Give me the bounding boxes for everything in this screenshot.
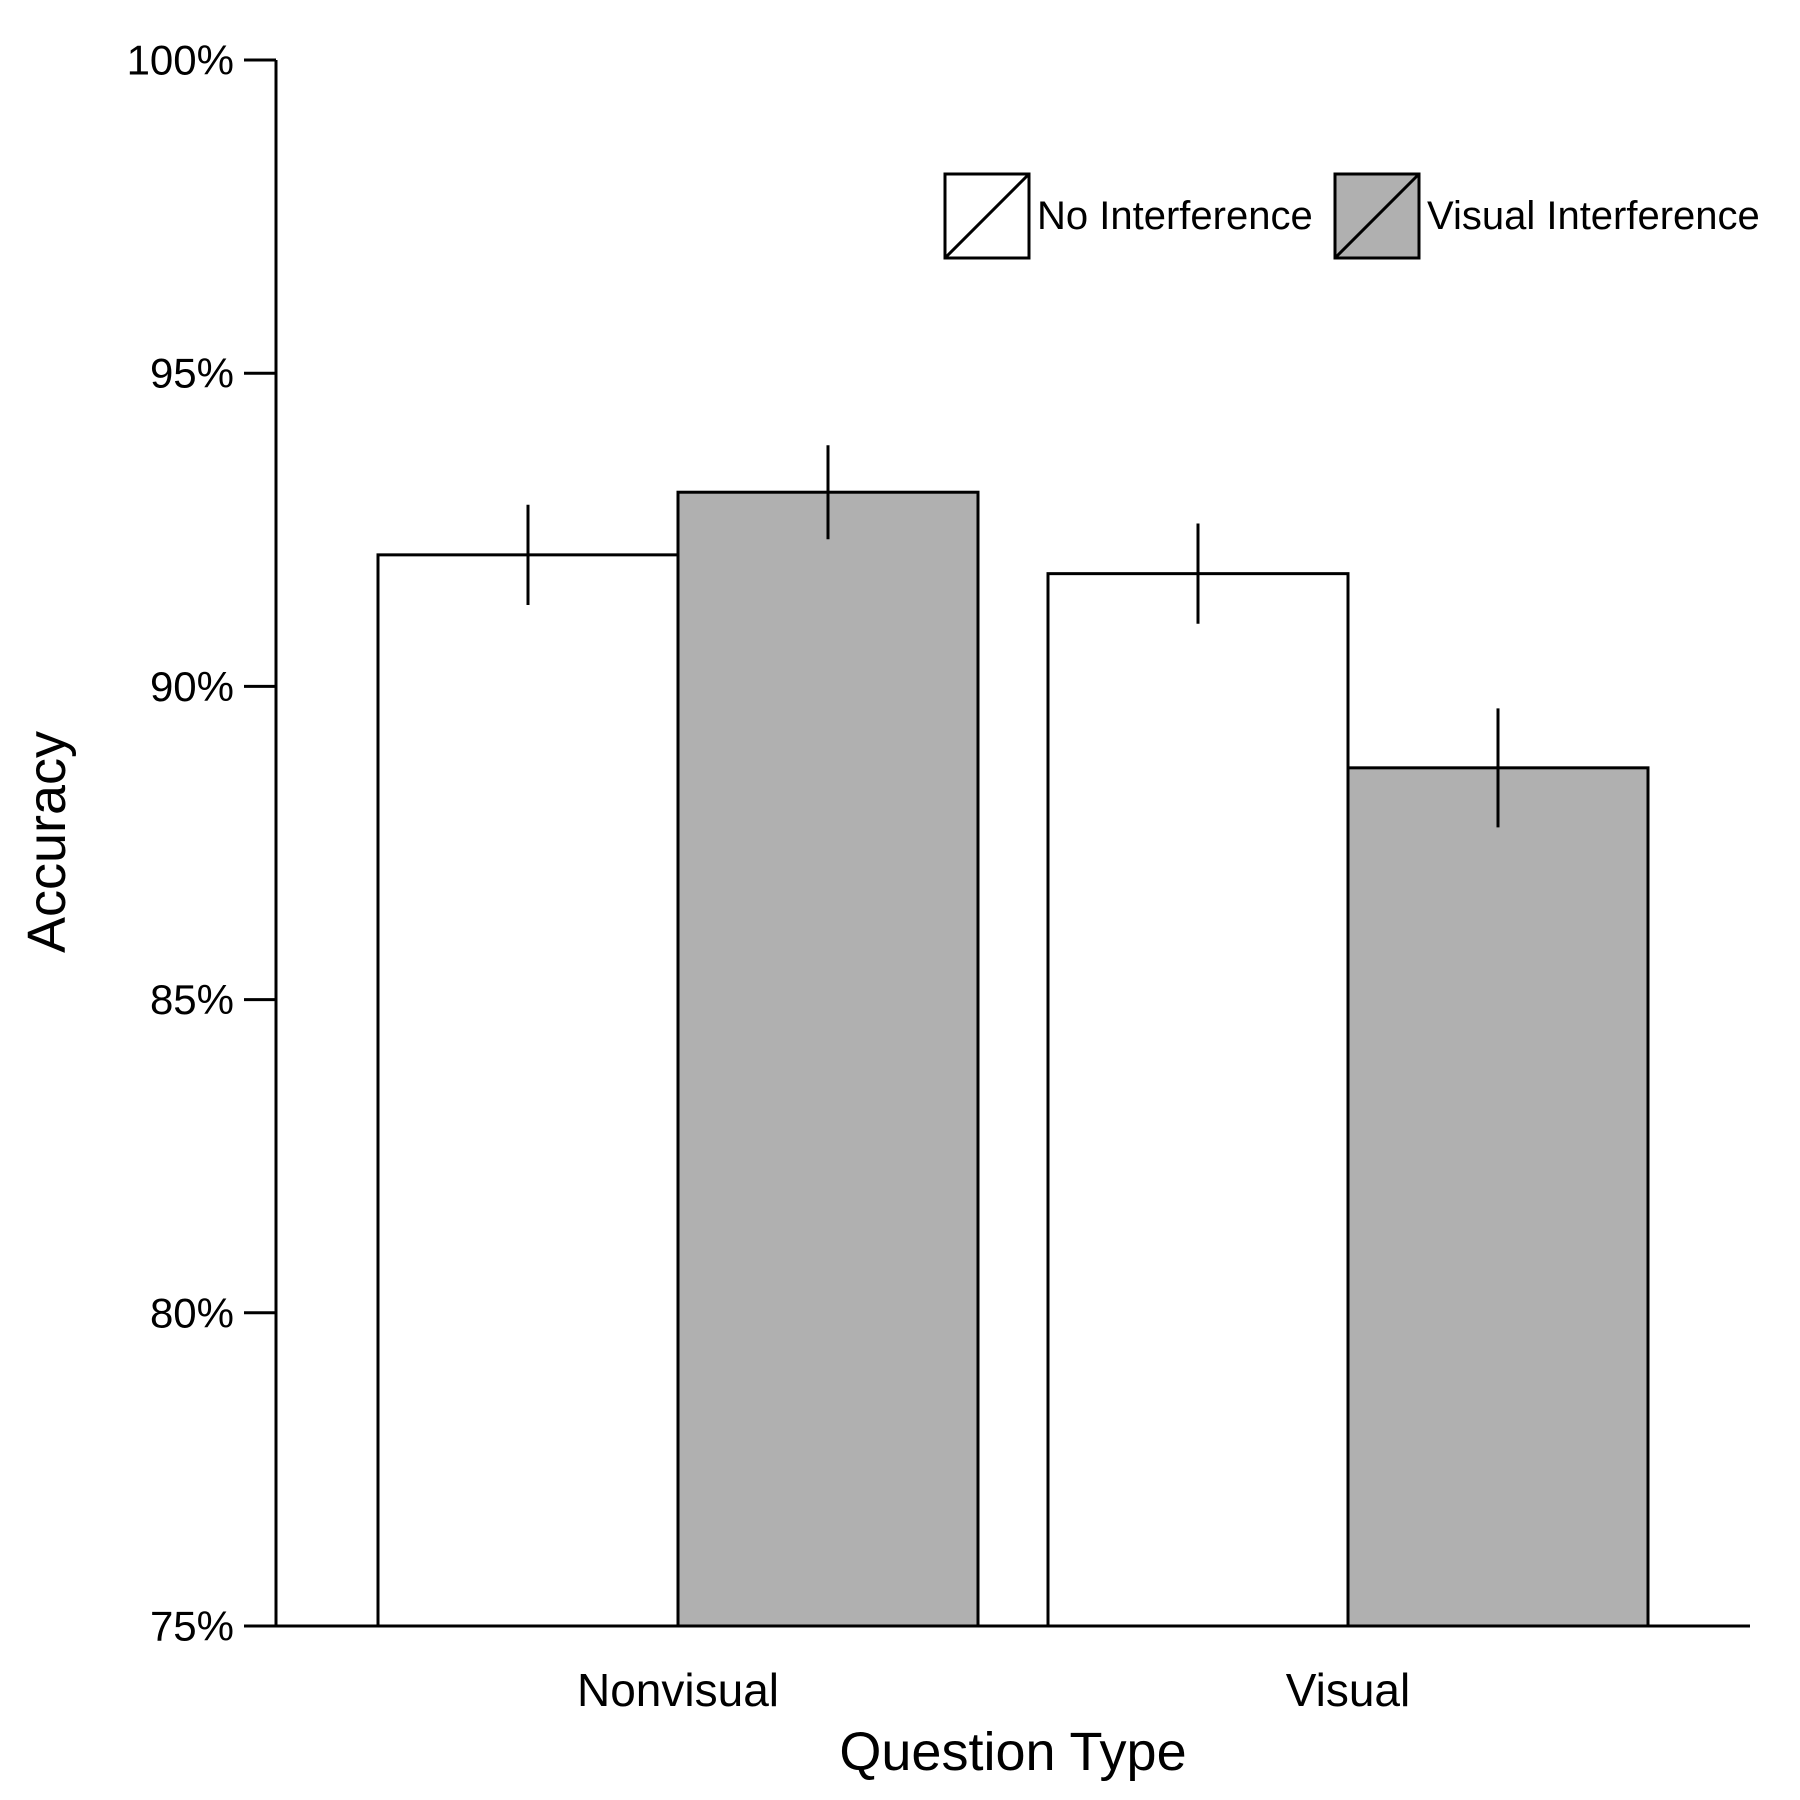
y-tick-label: 90% — [150, 663, 234, 710]
y-tick-label: 85% — [150, 976, 234, 1023]
error-bars-layer — [526, 445, 1500, 828]
legend-swatch-diagonal — [943, 172, 1031, 260]
legend-label-no-interference: No Interference — [1037, 194, 1313, 238]
y-tick-label: 95% — [150, 350, 234, 397]
legend-label-visual-interference: Visual Interference — [1427, 194, 1760, 238]
y-tick-label: 80% — [150, 1289, 234, 1336]
bar-visual-no-interference — [1046, 572, 1350, 1628]
x-category-label-nonvisual: Nonvisual — [577, 1664, 779, 1716]
bar-nonvisual-visual-interference — [676, 490, 980, 1628]
bar-visual-visual-interference — [1346, 766, 1650, 1628]
bars-layer — [376, 490, 1650, 1628]
legend: No Interference Visual Interference — [943, 172, 1760, 260]
legend-swatch-diagonal — [1333, 172, 1421, 260]
y-tick-label: 100% — [127, 37, 234, 84]
axes-layer: 75% 80% 85% 90% 95% 100% Nonvisual Visual — [127, 37, 1750, 1716]
x-category-label-visual: Visual — [1286, 1664, 1410, 1716]
y-tick-label: 75% — [150, 1603, 234, 1650]
x-axis-title: Question Type — [839, 1722, 1186, 1782]
bar-nonvisual-no-interference — [376, 553, 680, 1628]
y-axis-title: Accuracy — [17, 731, 77, 953]
